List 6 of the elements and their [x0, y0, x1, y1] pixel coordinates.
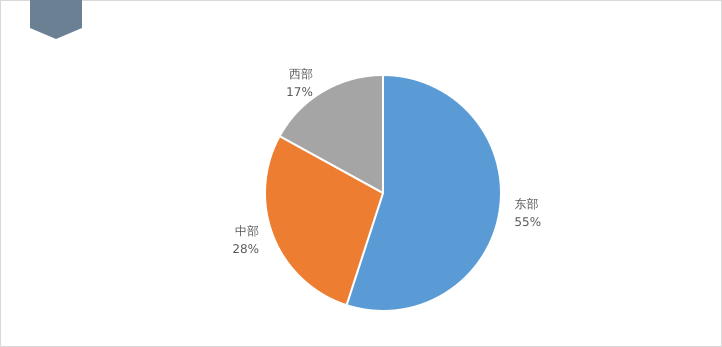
- data-label: 55%: [514, 215, 542, 230]
- data-label: 17%: [286, 84, 313, 99]
- slice-label: 西部: [288, 66, 313, 81]
- slice-label: 中部: [234, 224, 259, 238]
- data-label: 28%: [232, 242, 259, 256]
- slice-label: 东部: [514, 197, 538, 212]
